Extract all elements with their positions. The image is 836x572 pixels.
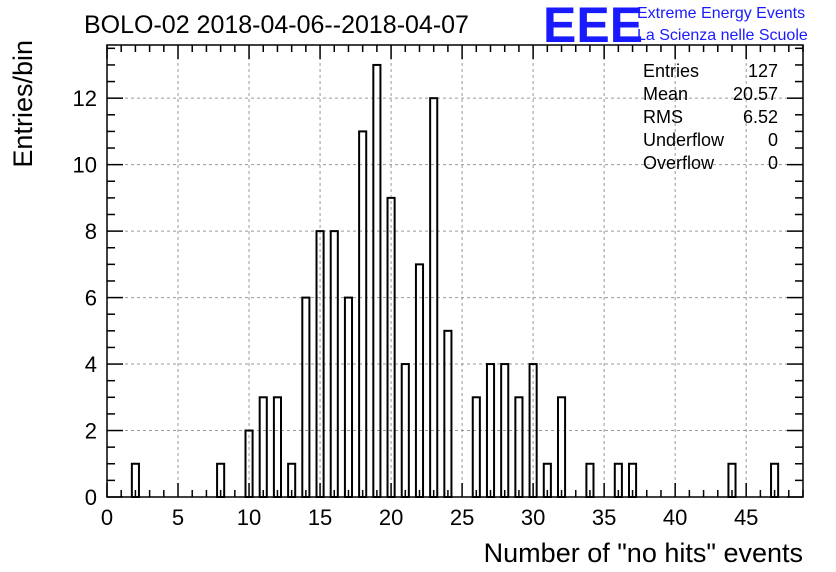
x-tick-label: 30 — [521, 505, 545, 530]
histogram-bar — [514, 396, 524, 499]
axes — [106, 44, 804, 498]
stat-label: RMS — [643, 107, 683, 127]
x-tick-label: 40 — [663, 505, 687, 530]
histogram-bar — [301, 296, 311, 498]
histogram-bar — [272, 396, 282, 499]
x-axis-label: Number of "no hits" events — [484, 538, 803, 568]
y-tick-label: 8 — [85, 219, 97, 244]
y-tick-label: 0 — [85, 485, 97, 510]
logo-letters: EEE — [543, 0, 643, 53]
plot-frame — [106, 44, 804, 498]
y-tick-label: 6 — [85, 286, 97, 311]
histogram-bar — [343, 296, 354, 498]
x-tick-label: 35 — [592, 505, 616, 530]
x-tick-labels: 0 5 10 15 20 25 30 35 40 45 — [101, 505, 759, 530]
histogram-bar — [471, 396, 481, 499]
x-tick-label: 15 — [308, 505, 332, 530]
stat-label: Underflow — [643, 130, 725, 150]
histogram-bar — [414, 263, 425, 498]
grid — [107, 45, 803, 497]
histogram-bar — [358, 130, 368, 498]
y-tick-label: 10 — [73, 153, 97, 178]
y-tick-labels: 0 2 4 6 8 10 12 — [73, 86, 97, 510]
chart-title: BOLO-02 2018-04-06--2018-04-07 — [84, 11, 469, 39]
histogram-bar — [556, 396, 567, 499]
logo-line-2: La Scienza nelle Scuole — [637, 27, 808, 44]
x-tick-label: 5 — [172, 505, 184, 530]
stat-value: 127 — [748, 61, 778, 81]
histogram-bar — [443, 329, 453, 498]
logo-line-1: Extreme Energy Events — [637, 5, 805, 22]
stat-label: Entries — [643, 61, 699, 81]
stat-value: 20.57 — [733, 84, 778, 104]
x-tick-label: 20 — [379, 505, 403, 530]
y-axis-label: Entries/bin — [8, 40, 38, 168]
y-tick-label: 12 — [73, 86, 97, 111]
x-tick-label: 0 — [101, 505, 113, 530]
y-tick-label: 4 — [85, 352, 97, 377]
eee-logo: EEE Extreme Energy Events La Scienza nel… — [543, 0, 808, 53]
stat-label: Mean — [643, 84, 688, 104]
x-tick-label: 45 — [734, 505, 758, 530]
stat-value: 6.52 — [743, 107, 778, 127]
x-tick-label: 25 — [450, 505, 474, 530]
x-tick-label: 10 — [237, 505, 261, 530]
stat-value: 0 — [768, 130, 778, 150]
stat-value: 0 — [768, 153, 778, 173]
stat-label: Overflow — [643, 153, 715, 173]
histogram-bar — [258, 396, 268, 499]
y-tick-label: 2 — [85, 419, 97, 444]
stats-box: Entries 127 Mean 20.57 RMS 6.52 Underflow 0 Over… — [643, 61, 778, 173]
histogram-bar — [372, 63, 382, 499]
